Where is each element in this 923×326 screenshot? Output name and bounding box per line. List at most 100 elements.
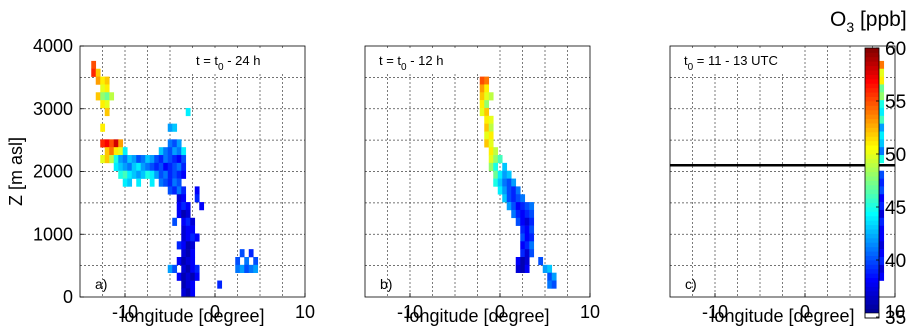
data-cell: [176, 194, 182, 203]
data-cell: [506, 186, 512, 195]
data-cell: [172, 155, 178, 164]
colorbar-segment: [865, 48, 879, 53]
data-cell: [194, 233, 200, 242]
colorbar-segment: [865, 149, 879, 155]
data-cell: [185, 107, 191, 117]
data-cell: [109, 147, 115, 156]
grid: [670, 46, 895, 297]
data-cell: [879, 256, 885, 266]
colorbar-segment: [865, 92, 879, 97]
data-cell: [181, 233, 187, 242]
data-cell: [520, 202, 526, 211]
data-cell: [199, 202, 205, 211]
colorbar-segment: [865, 286, 879, 292]
data-cell: [879, 107, 885, 117]
data-cell: [493, 170, 499, 179]
data-cell: [879, 186, 885, 195]
data-cell: [551, 272, 557, 281]
data-cell: [497, 178, 503, 187]
data-cell: [239, 249, 245, 258]
data-cell: [158, 170, 164, 179]
data-cell: [524, 225, 530, 234]
data-cell: [118, 170, 124, 179]
data-cell: [511, 209, 517, 219]
colorbar-segment: [865, 308, 879, 314]
data-cell: [190, 280, 196, 289]
data-cell: [511, 186, 517, 195]
data-cell: [172, 217, 178, 226]
x-tick-label: 10: [580, 302, 600, 322]
data-cell: [488, 92, 494, 101]
data-cell: [194, 186, 200, 195]
data-cell: [502, 170, 508, 179]
data-cell: [879, 217, 885, 226]
colorbar-frame: [864, 47, 880, 319]
data-cell: [122, 162, 128, 172]
data-cell: [163, 155, 169, 164]
data-cell: [497, 170, 503, 179]
data-cell: [172, 178, 178, 187]
colorbar-segment: [865, 140, 879, 146]
data-cell: [172, 264, 178, 273]
data-cell: [479, 76, 485, 85]
data-cell: [127, 178, 133, 187]
data-cell: [100, 76, 106, 85]
data-cell: [488, 162, 494, 172]
data-cell: [879, 155, 885, 164]
colorbar-segment: [865, 215, 879, 221]
data-cell: [524, 249, 530, 258]
data-cell: [488, 123, 494, 132]
data-cell: [248, 264, 254, 273]
data-cell: [493, 147, 499, 156]
data-cell: [136, 155, 142, 164]
data-cell: [542, 264, 548, 273]
colorbar-segment: [865, 145, 879, 150]
data-cell: [515, 264, 521, 273]
data-cell: [239, 264, 245, 273]
data-cell: [194, 272, 200, 281]
data-cell: [131, 155, 137, 164]
data-cell: [244, 264, 250, 273]
data-cell: [484, 139, 490, 148]
data-cell: [484, 92, 490, 101]
data-cell: [167, 170, 173, 179]
data-cell: [113, 155, 119, 164]
data-cell: [185, 233, 191, 242]
colorbar-segment: [865, 83, 879, 89]
data-cell: [136, 178, 142, 187]
data-cell: [100, 92, 106, 101]
data-cell: [484, 107, 490, 117]
data-cell: [479, 107, 485, 117]
data-cell: [244, 256, 250, 266]
data-cell: [879, 123, 885, 132]
data-cell: [185, 249, 191, 258]
data-cell: [190, 217, 196, 226]
axes-frame: [669, 45, 896, 298]
x-tick-label: -10: [702, 302, 728, 322]
colorbar-segment: [865, 158, 879, 164]
data-cell: [879, 233, 885, 242]
data-cell: [529, 217, 535, 226]
data-cell: [502, 178, 508, 187]
colorbar-segment: [865, 162, 879, 168]
data-cell: [502, 162, 508, 172]
data-cell: [118, 155, 124, 164]
colorbar-segment: [865, 96, 879, 102]
data-cells: [479, 76, 557, 289]
colorbar-segment: [865, 114, 879, 120]
colorbar-segment: [865, 304, 879, 309]
colorbar-tick-label: 60: [885, 39, 906, 60]
data-cell: [879, 264, 885, 273]
colorbar-segment: [865, 251, 879, 256]
data-cell: [551, 280, 557, 289]
colorbar-segment: [865, 295, 879, 301]
data-cell: [181, 272, 187, 281]
data-cell: [879, 76, 885, 85]
data-cell: [163, 147, 169, 156]
data-cell: [140, 170, 146, 179]
data-cell: [190, 249, 196, 258]
colorbar: 35 40 45 50 55 60 O3 [ppb]: [830, 8, 907, 326]
data-cell: [167, 264, 173, 273]
data-cell: [181, 147, 187, 156]
data-cell: [95, 92, 101, 101]
